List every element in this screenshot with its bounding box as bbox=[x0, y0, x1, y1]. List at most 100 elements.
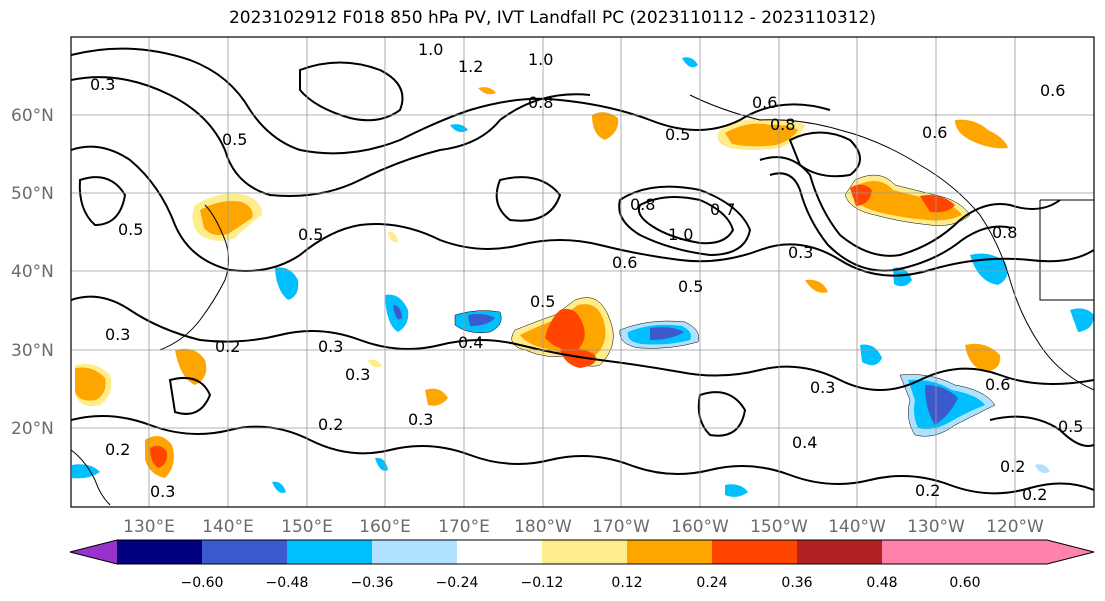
contour-label: 0.5 bbox=[118, 220, 143, 239]
contour-line bbox=[618, 185, 752, 257]
contour-label: 0.3 bbox=[90, 75, 115, 94]
contour-labels: 0.3 1.0 1.2 1.0 0.8 0.5 0.5 0.5 0.8 0.6 … bbox=[90, 40, 1083, 504]
anomaly-region bbox=[425, 388, 448, 406]
contour-label: 0.6 bbox=[612, 253, 637, 272]
anomaly-region bbox=[72, 464, 100, 479]
contour-label: 0.3 bbox=[345, 365, 370, 384]
lon-label: 120°W bbox=[986, 517, 1044, 537]
contour-line bbox=[299, 61, 404, 122]
contour-line bbox=[71, 415, 1094, 495]
anomaly-region bbox=[545, 308, 585, 352]
colorbar-tick-label: −0.12 bbox=[521, 575, 564, 591]
contour-label: 0.8 bbox=[528, 93, 553, 112]
colorbar-tick-label: 0.24 bbox=[696, 575, 727, 591]
lon-label: 170°W bbox=[592, 517, 650, 537]
lat-label: 40°N bbox=[11, 262, 54, 282]
coastline bbox=[1039, 200, 1094, 301]
colorbar-segment bbox=[627, 540, 712, 564]
contour-label: 0.5 bbox=[678, 277, 703, 296]
contour-label: 0.3 bbox=[788, 243, 813, 262]
colorbar-segment bbox=[882, 540, 965, 564]
lon-label: 140°W bbox=[828, 517, 886, 537]
contour-line bbox=[637, 195, 735, 245]
anomaly-region bbox=[1035, 464, 1050, 474]
anomaly-region bbox=[200, 201, 253, 236]
contour-label: 0.8 bbox=[992, 223, 1017, 242]
colorbar-segment bbox=[287, 540, 372, 564]
anomaly-region bbox=[560, 348, 596, 368]
anomaly-region bbox=[925, 385, 958, 425]
anomaly-region bbox=[805, 279, 828, 293]
contour-label: 0.8 bbox=[630, 195, 655, 214]
lon-label: 180°W bbox=[514, 517, 572, 537]
anomaly-region bbox=[725, 123, 798, 147]
coastline bbox=[159, 204, 229, 351]
coastline bbox=[71, 449, 111, 506]
anomaly-region bbox=[450, 124, 468, 133]
anomaly-region bbox=[850, 184, 872, 206]
anomaly-region bbox=[468, 314, 495, 326]
map-border bbox=[70, 36, 1095, 508]
anomaly-region bbox=[393, 305, 402, 320]
contour-label: 1.0 bbox=[528, 50, 553, 69]
lon-label: 150°W bbox=[750, 517, 808, 537]
colorbar-segment bbox=[542, 540, 627, 564]
contour-label: 0.2 bbox=[105, 440, 130, 459]
lat-label: 30°N bbox=[11, 341, 54, 361]
lon-label: 160°E bbox=[359, 517, 411, 537]
anomaly-region bbox=[175, 348, 207, 385]
coastline bbox=[689, 94, 1094, 391]
contour-line bbox=[788, 131, 861, 178]
contour-line bbox=[989, 415, 1094, 447]
anomaly-region bbox=[150, 445, 168, 468]
colorbar-outline bbox=[69, 539, 1095, 565]
contour-label: 0.3 bbox=[150, 482, 175, 501]
contour-label: 0.3 bbox=[318, 337, 343, 356]
anomaly-region bbox=[893, 267, 912, 287]
contour-label: 0.6 bbox=[985, 375, 1010, 394]
latitude-labels: 60°N 50°N 40°N 30°N 20°N bbox=[11, 106, 54, 439]
anomaly-region bbox=[478, 87, 496, 95]
coastlines bbox=[71, 94, 1094, 506]
anomaly-region bbox=[75, 367, 106, 401]
longitude-labels: 130°E 140°E 150°E 160°E 170°E 180°W 170°… bbox=[123, 517, 1044, 537]
contour-label: 0.3 bbox=[408, 410, 433, 429]
anomaly-region bbox=[388, 231, 398, 243]
contour-line bbox=[769, 172, 1013, 272]
lon-label: 130°E bbox=[123, 517, 175, 537]
anomaly-region bbox=[725, 484, 748, 497]
lon-label: 150°E bbox=[281, 517, 333, 537]
lat-label: 50°N bbox=[11, 184, 54, 204]
contour-label: 0.5 bbox=[298, 225, 323, 244]
contour-label: 0.3 bbox=[105, 325, 130, 344]
colorbar-tick-label: 0.36 bbox=[781, 575, 812, 591]
anomaly-region bbox=[1070, 308, 1094, 332]
map-content: 0.3 1.0 1.2 1.0 0.8 0.5 0.5 0.5 0.8 0.6 … bbox=[71, 37, 1094, 507]
colorbar-right-extension bbox=[965, 540, 1094, 564]
anomaly-region bbox=[920, 195, 955, 213]
map-title: 2023102912 F018 850 hPa PV, IVT Landfall… bbox=[228, 8, 876, 28]
contour-line bbox=[71, 47, 831, 155]
contour-line bbox=[71, 295, 1094, 391]
contour-label: 1.0 bbox=[418, 40, 443, 59]
contour-label: 0.2 bbox=[215, 337, 240, 356]
contour-label: 0.2 bbox=[318, 415, 343, 434]
anomaly-region bbox=[650, 327, 684, 340]
lon-label: 170°E bbox=[438, 517, 490, 537]
anomaly-region bbox=[955, 119, 1008, 149]
anomaly-region bbox=[275, 267, 299, 300]
contour-line bbox=[71, 76, 591, 197]
colorbar-tick-label: −0.60 bbox=[181, 575, 224, 591]
colorbar-segment bbox=[117, 540, 202, 564]
lat-label: 20°N bbox=[11, 419, 54, 439]
colorbar-segment bbox=[457, 540, 542, 564]
contour-label: 0.2 bbox=[1000, 457, 1025, 476]
contour-line bbox=[78, 176, 127, 227]
contour-label: 0.4 bbox=[792, 433, 817, 452]
contour-line bbox=[495, 176, 562, 222]
colorbar-segment bbox=[202, 540, 287, 564]
contour-line bbox=[71, 145, 1094, 277]
contour-label: 0.8 bbox=[770, 115, 795, 134]
lon-label: 130°W bbox=[907, 517, 965, 537]
